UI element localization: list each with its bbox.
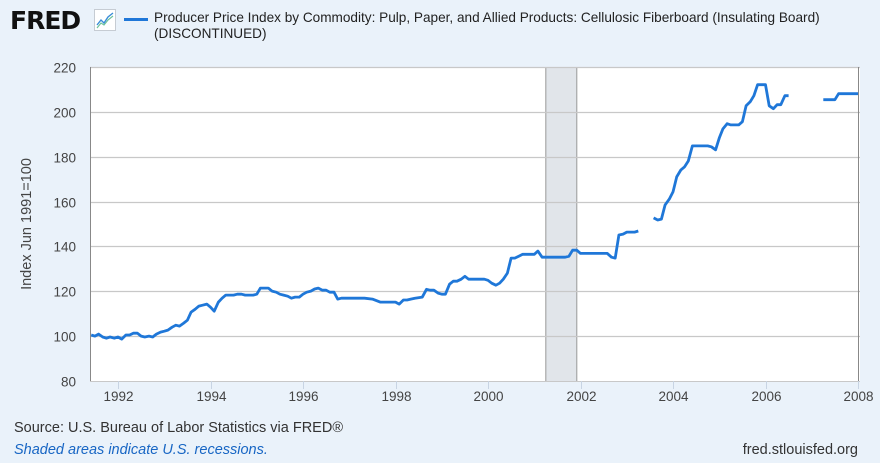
x-tick-label: 2002 xyxy=(566,389,596,404)
series-line-segment[interactable] xyxy=(652,83,789,222)
y-tick-label: 180 xyxy=(53,151,76,166)
fred-logo[interactable]: FRED xyxy=(10,6,81,35)
y-tick-label: 160 xyxy=(53,196,76,211)
x-tick-label: 2004 xyxy=(658,389,689,404)
series-title-line1: Producer Price Index by Commodity: Pulp,… xyxy=(154,10,820,25)
y-tick-label: 220 xyxy=(53,61,76,76)
y-tick-label: 120 xyxy=(53,285,76,300)
x-tick-labels: 1992 1994 1996 1998 2000 2002 2004 2006 2008 xyxy=(103,381,874,404)
y-tick-label: 200 xyxy=(53,106,76,121)
series-line-segment[interactable] xyxy=(823,92,858,102)
series-line-segment[interactable] xyxy=(90,229,639,341)
series-title[interactable]: Producer Price Index by Commodity: Pulp,… xyxy=(154,10,874,42)
x-tick-label: 2000 xyxy=(473,389,503,404)
y-axis-label: Index Jun 1991=100 xyxy=(19,158,35,290)
x-tick-label: 1994 xyxy=(196,389,227,404)
recession-shading-group xyxy=(545,67,578,381)
x-tick-label: 2006 xyxy=(751,389,781,404)
series-title-line2: (DISCONTINUED) xyxy=(154,26,267,41)
x-tick-label: 1992 xyxy=(103,389,133,404)
gridlines xyxy=(90,66,860,338)
chart-header: FRED Producer Price Index by Commodity: … xyxy=(0,0,880,55)
x-tick-label: 1998 xyxy=(381,389,411,404)
plot-area xyxy=(90,67,860,381)
y-tick-label: 80 xyxy=(61,375,76,390)
recession-note: Shaded areas indicate U.S. recessions. xyxy=(14,442,268,458)
x-tick-label: 1996 xyxy=(288,389,318,404)
series-lines xyxy=(90,83,858,341)
legend-series-swatch xyxy=(124,18,148,21)
recession-band xyxy=(545,67,577,381)
y-tick-labels: 80 100 120 140 160 180 200 220 xyxy=(53,61,76,390)
chart-line-icon xyxy=(94,9,116,31)
fred-url-link[interactable]: fred.stlouisfed.org xyxy=(742,442,858,458)
y-tick-label: 140 xyxy=(53,240,76,255)
y-tick-label: 100 xyxy=(53,330,76,345)
source-note: Source: U.S. Bureau of Labor Statistics … xyxy=(14,420,344,436)
x-tick-label: 2008 xyxy=(843,389,873,404)
